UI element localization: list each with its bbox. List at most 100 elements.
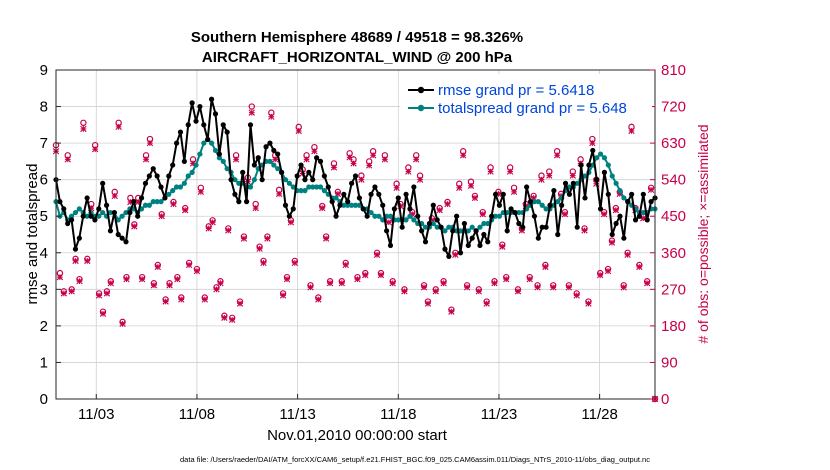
obs-assimilated-point — [452, 251, 459, 258]
spread-point — [609, 173, 615, 179]
spread-point — [368, 209, 374, 216]
rmse-point — [640, 191, 646, 197]
rmse-point — [345, 199, 351, 205]
obs-assimilated-point — [287, 219, 295, 226]
rmse-point — [364, 213, 370, 219]
obs-assimilated-point — [80, 125, 87, 133]
rmse-point — [384, 228, 390, 234]
spread-point — [387, 213, 394, 219]
obs-assimilated-point — [322, 235, 330, 242]
y-tick-label: 7 — [40, 135, 48, 152]
spread-point — [314, 184, 320, 190]
obs-assimilated-point — [76, 278, 83, 285]
obs-assimilated-point — [647, 186, 655, 194]
obs-assimilated-point — [597, 271, 604, 279]
obs-assimilated-point — [178, 296, 185, 303]
y-tick-label: 5 — [40, 208, 48, 225]
rmse-point — [551, 188, 557, 194]
rmse-point — [166, 173, 172, 179]
rmse-point — [516, 220, 522, 227]
rmse-point — [465, 242, 471, 249]
spread-point — [306, 184, 312, 190]
spread-point — [166, 191, 172, 197]
obs-assimilated-point — [95, 292, 103, 299]
rmse-point — [411, 184, 417, 190]
obs-assimilated-point — [444, 200, 451, 208]
rmse-point — [278, 169, 285, 175]
obs-assimilated-point — [60, 290, 68, 297]
rmse-point — [61, 206, 67, 212]
obs-assimilated-point — [295, 127, 302, 135]
rmse-point — [162, 195, 168, 201]
rmse-point — [356, 195, 362, 201]
y-right-tick-label: 90 — [661, 354, 678, 371]
spread-point — [271, 162, 277, 168]
spread-point — [543, 206, 549, 212]
chart-title: Southern Hemisphere 48689 / 49518 = 98.3… — [191, 29, 523, 46]
obs-assimilated-point — [303, 156, 310, 163]
obs-assimilated-point — [232, 156, 240, 163]
spread-point — [267, 158, 273, 164]
obs-possible-point — [80, 119, 87, 127]
rmse-point — [504, 228, 510, 234]
obs-assimilated-point — [389, 280, 396, 287]
rmse-point — [255, 155, 261, 161]
rmse-point — [570, 180, 576, 186]
spread-point — [302, 188, 308, 194]
obs-assimilated-point — [99, 310, 107, 317]
rmse-point — [485, 239, 491, 245]
obs-assimilated-point — [193, 267, 201, 275]
rmse-point — [547, 202, 553, 208]
obs-assimilated-point — [162, 298, 169, 305]
spread-point — [621, 195, 627, 201]
spread-point — [251, 177, 257, 183]
rmse-point — [236, 199, 242, 205]
rmse-point — [232, 191, 238, 197]
obs-assimilated-point — [84, 257, 91, 265]
rmse-point — [177, 129, 184, 135]
x-axis-label: Nov.01,2010 00:00:00 start — [267, 427, 448, 444]
obs-assimilated-point — [174, 275, 181, 283]
rmse-point — [76, 235, 82, 241]
spread-point — [189, 169, 195, 175]
obs-assimilated-point — [319, 204, 326, 212]
obs-assimilated-point — [350, 160, 357, 167]
spread-point — [422, 224, 429, 230]
obs-assimilated-point — [491, 280, 498, 287]
spread-point — [430, 220, 436, 227]
obs-assimilated-point — [546, 172, 553, 179]
obs-assimilated-point — [416, 176, 424, 183]
obs-assimilated-point — [604, 267, 612, 275]
spread-point — [345, 202, 351, 208]
spread-point — [220, 158, 226, 164]
rmse-point — [601, 169, 608, 175]
rmse-point — [127, 209, 133, 216]
rmse-point — [115, 231, 121, 238]
rmse-point — [555, 231, 561, 238]
rmse-point — [349, 180, 355, 186]
spread-point — [442, 228, 448, 234]
obs-assimilated-point — [362, 271, 369, 279]
rmse-point — [617, 213, 623, 219]
rmse-point — [566, 191, 573, 197]
y-axis-label: rmse and totalspread — [24, 164, 41, 305]
obs-assimilated-point — [636, 263, 643, 271]
spread-point — [158, 199, 164, 205]
spread-point — [100, 209, 106, 216]
obs-assimilated-point — [197, 188, 205, 196]
obs-assimilated-point — [643, 280, 651, 287]
rmse-point — [419, 228, 425, 234]
spread-point — [446, 224, 452, 230]
obs-assimilated-point — [182, 206, 189, 214]
rmse-point — [407, 206, 413, 212]
obs-assimilated-point — [138, 275, 146, 283]
obs-assimilated-point — [456, 184, 463, 191]
y-tick-label: 9 — [40, 62, 48, 79]
rmse-point — [508, 206, 514, 212]
rmse-point — [325, 184, 331, 190]
rmse-point — [477, 242, 483, 249]
rmse-point — [216, 151, 222, 157]
rmse-point — [314, 155, 320, 161]
obs-assimilated-point — [432, 288, 439, 295]
